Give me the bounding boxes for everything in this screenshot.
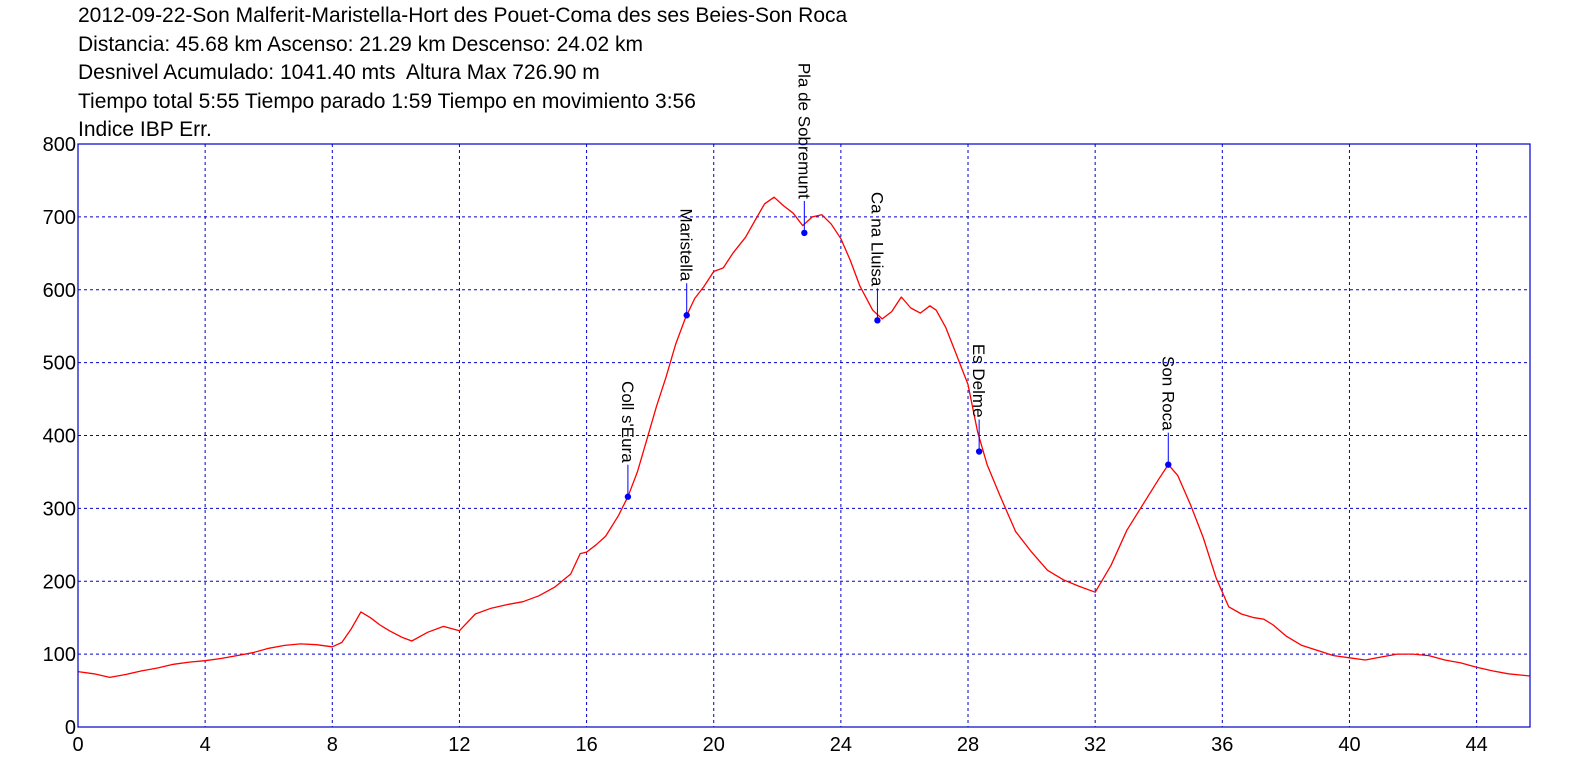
- waypoint-marker: Pla de Sobremunt: [794, 63, 813, 237]
- y-tick-label: 300: [43, 498, 76, 520]
- y-tick-label: 400: [43, 426, 76, 448]
- x-tick-label: 24: [830, 734, 852, 756]
- waypoint-marker: Maristella: [677, 209, 696, 319]
- y-tick-label: 700: [43, 207, 76, 229]
- x-tick-label: 0: [72, 734, 83, 756]
- ibp-index: Indice IBP Err.: [78, 118, 212, 141]
- x-tick-label: 28: [957, 734, 979, 756]
- waypoint-dot: [975, 448, 983, 455]
- waypoint-dot: [874, 317, 881, 324]
- waypoint-dot: [624, 493, 632, 500]
- waypoint-label: Maristella: [677, 209, 696, 282]
- x-tick-label: 44: [1465, 734, 1487, 756]
- elevation-summary: Desnivel Acumulado: 1041.40 mts Altura M…: [78, 61, 600, 84]
- waypoint-dot: [1165, 461, 1172, 468]
- x-tick-label: 8: [327, 734, 338, 756]
- waypoint-marker: Son Roca: [1158, 356, 1177, 468]
- waypoint-label: Pla de Sobremunt: [794, 63, 813, 199]
- waypoint-dot: [801, 229, 808, 237]
- x-tick-label: 12: [448, 734, 470, 756]
- axis-ticks: 0 100 200 300 400 500 600 700 800 0 4 8 12 16 20 24 28 32…: [43, 134, 1488, 756]
- chart-title: 2012-09-22-Son Malferit-Maristella-Hort …: [78, 4, 848, 27]
- waypoint-marker: Coll s'Eura: [618, 381, 637, 500]
- time-summary: Tiempo total 5:55 Tiempo parado 1:59 Tie…: [78, 89, 696, 113]
- x-tick-label: 16: [575, 734, 597, 756]
- waypoint-dot: [683, 312, 690, 319]
- plot-frame: [77, 143, 1531, 728]
- waypoint-label: Coll s'Eura: [618, 381, 637, 463]
- waypoint-label: Son Roca: [1158, 356, 1177, 431]
- chart-header: 2012-09-22-Son Malferit-Maristella-Hort …: [78, 2, 847, 145]
- elevation-line: [77, 196, 1531, 679]
- grid: [78, 144, 1530, 727]
- waypoint-marker: Ca na Lluisa: [867, 192, 886, 324]
- y-tick-label: 600: [43, 280, 76, 302]
- waypoint-marker: Es Delme: [969, 344, 988, 455]
- distance-summary: Distancia: 45.68 km Ascenso: 21.29 km De…: [78, 32, 643, 56]
- waypoints: Coll s'Eura Maristella Pla de Sobremunt Ca …: [618, 63, 1177, 500]
- x-tick-label: 36: [1211, 734, 1233, 756]
- x-tick-label: 32: [1084, 734, 1106, 756]
- y-tick-label: 0: [65, 717, 76, 739]
- x-tick-label: 20: [703, 734, 725, 756]
- elevation-line-group: [77, 196, 1531, 679]
- x-tick-label: 4: [200, 734, 211, 756]
- waypoint-label: Ca na Lluisa: [867, 192, 886, 287]
- y-tick-label: 800: [43, 134, 76, 156]
- y-tick-label: 500: [43, 353, 76, 375]
- y-tick-label: 100: [43, 644, 76, 666]
- y-tick-label: 200: [43, 571, 76, 593]
- x-tick-label: 40: [1338, 734, 1360, 756]
- waypoint-label: Es Delme: [969, 344, 988, 418]
